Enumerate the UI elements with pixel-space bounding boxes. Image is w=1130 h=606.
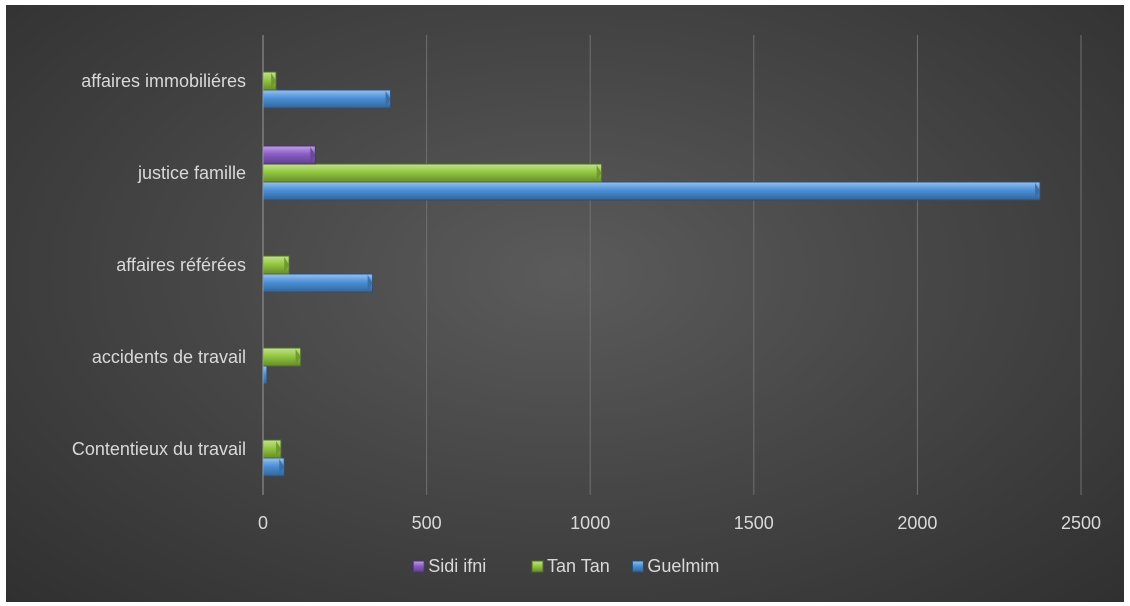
labels: 0 500 1000 1500 2000 2500 Contentieux du trava… [72,71,1101,533]
category-label-accidents-de-travail: accidents de travail [92,347,246,367]
legend-label-sidi-ifni: Sidi ifni [428,556,486,576]
bar-bevel-guelmim-affaires-referees [367,275,373,291]
bar-sidi-ifni-justice-famille [262,145,316,165]
x-tick-label: 2500 [1061,513,1101,533]
bar-guelmim-affaires-referees [262,273,374,293]
bar-bevel-tan-tan-accidents-de-travail [295,349,301,365]
legend-item-guelmim: Guelmim [631,556,719,576]
bar-bevel-guelmim-justice-famille [1035,183,1041,199]
legend: Sidi ifni Tan Tan Guelmim [412,556,719,576]
x-tick-label: 0 [258,513,268,533]
bar-bevel-guelmim-contentieux-du-travail [279,459,285,475]
bar-tan-tan-accidents-de-travail [262,347,302,367]
bar-bevel-tan-tan-affaires-referees [284,257,290,273]
bar-bevel-tan-tan-affaires-immobilieres [271,73,277,89]
bar-guelmim-affaires-immobilieres [262,89,392,109]
category-label-affaires-immobilieres: affaires immobiliéres [81,71,246,91]
bar-guelmim-justice-famille [262,181,1041,201]
x-tick-label: 1500 [734,513,774,533]
x-tick-label: 1000 [570,513,610,533]
bars [262,71,1041,477]
x-tick-label: 500 [412,513,442,533]
category-label-affaires-referees: affaires référées [116,255,246,275]
bar-bevel-guelmim-affaires-immobilieres [385,91,391,107]
category-label-justice-famille: justice famille [137,163,246,183]
bar-bevel-sidi-ifni-justice-famille [310,147,316,163]
legend-label-tan-tan: Tan Tan [547,556,610,576]
bar-chart: 0 500 1000 1500 2000 2500 Contentieux du trava… [72,35,1101,576]
bar-guelmim-accidents-de-travail [262,365,268,385]
legend-swatch-guelmim [631,560,644,573]
bar-bevel-tan-tan-justice-famille [596,165,602,181]
bar-bevel-tan-tan-contentieux-du-travail [275,441,281,457]
legend-label-guelmim: Guelmim [647,556,719,576]
legend-item-tan-tan: Tan Tan [531,556,610,576]
legend-item-sidi-ifni: Sidi ifni [412,556,486,576]
category-label-contentieux-du-travail: Contentieux du travail [72,439,246,459]
legend-swatch-tan-tan [531,560,544,573]
chart-area: 0 500 1000 1500 2000 2500 Contentieux du trava… [6,5,1124,602]
gridlines [426,35,1082,495]
bar-tan-tan-justice-famille [262,163,603,183]
x-tick-label: 2000 [897,513,937,533]
legend-swatch-sidi-ifni [412,560,425,573]
